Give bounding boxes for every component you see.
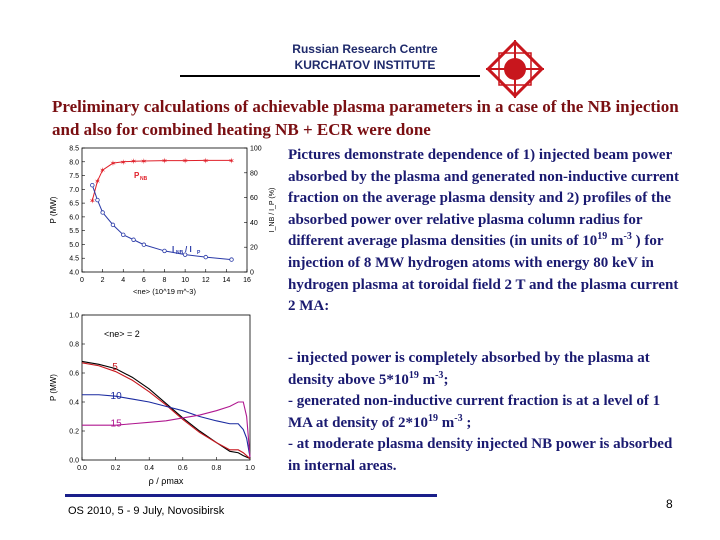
y-right-tick-label: 60 xyxy=(250,195,258,202)
footer-divider xyxy=(65,494,437,497)
y-left-axis-label: P (MW) xyxy=(49,196,58,223)
series-line-pnb xyxy=(91,159,232,201)
x-tick-label: 14 xyxy=(222,277,230,284)
legend-ratio-sub2: P xyxy=(197,250,201,256)
org-name-line2: KURCHATOV INSTITUTE xyxy=(294,58,436,72)
x-tick-label: 0 xyxy=(80,277,84,284)
profile-line-density-15 xyxy=(82,401,251,458)
data-point-pnb: ✶ xyxy=(228,156,235,165)
data-point-current-ratio xyxy=(131,237,136,242)
y-axis-label: P (MW) xyxy=(49,374,58,401)
y-left-tick-label: 5.0 xyxy=(69,242,79,249)
y-tick-label: 0.2 xyxy=(69,429,79,436)
data-point-current-ratio xyxy=(141,242,147,247)
y-left-tick-label: 6.5 xyxy=(69,201,79,208)
y-tick-label: 1.0 xyxy=(69,313,79,320)
profile-label-15: 15 xyxy=(111,419,123,430)
y-left-tick-label: 7.0 xyxy=(69,187,79,194)
x-tick-label: 1.0 xyxy=(245,465,255,472)
data-point-pnb: ✶ xyxy=(110,159,117,168)
y-tick-label: 0.8 xyxy=(69,342,79,349)
legend-ratio-sub1: NB xyxy=(176,250,184,256)
data-point-pnb: ✶ xyxy=(130,157,137,166)
footer-conference: OS 2010, 5 - 9 July, Novosibirsk xyxy=(68,505,225,517)
data-point-pnb: ✶ xyxy=(94,177,101,186)
x-tick-label: 0.8 xyxy=(212,465,222,472)
y-right-tick-label: 0 xyxy=(250,270,254,277)
series-line-current-ratio xyxy=(91,185,232,261)
data-point-pnb: ✶ xyxy=(141,157,148,166)
header-divider xyxy=(180,75,480,77)
absorbed-power-profile-chart: 0.0 0.2 0.4 0.6 0.8 1.0 0.0 0.2 0.4 0.6 0.8 1.0 ρ / … xyxy=(49,313,255,487)
bullet-internal-absorption: - at moderate plasma density injected NB… xyxy=(288,436,673,474)
y-left-tick-label: 7.5 xyxy=(69,173,79,180)
plot-frame xyxy=(81,147,248,273)
data-point-current-ratio xyxy=(110,222,116,228)
x-axis-label: <ne> (10^19 m^-3) xyxy=(133,287,196,296)
x-tick-label: 0.4 xyxy=(144,465,154,472)
kurchatov-logo xyxy=(486,40,544,98)
data-point-current-ratio xyxy=(203,254,208,260)
y-right-tick-label: 100 xyxy=(250,146,262,153)
y-tick-label: 0.6 xyxy=(69,371,79,378)
y-tick-label: 0.4 xyxy=(69,400,79,407)
data-point-current-ratio xyxy=(182,252,188,257)
y-left-tick-label: 5.5 xyxy=(69,228,79,235)
description-paragraph: Pictures demonstrate dependence of 1) in… xyxy=(288,147,679,315)
x-tick-label: 16 xyxy=(243,277,251,284)
legend-ratio: I xyxy=(172,245,174,254)
y-left-tick-label: 8.5 xyxy=(69,146,79,153)
profile-label-5: 5 xyxy=(112,362,118,373)
x-axis-label: ρ / ρmax xyxy=(149,476,184,486)
legend-pnb-subscript: NB xyxy=(140,176,148,182)
data-point-current-ratio xyxy=(100,210,105,215)
power-current-vs-density-chart: 0 2 4 6 8 10 12 14 16 4.0 4.5 5.0 5.5 6.0 6.5 7.0 7.5 8.0… xyxy=(49,146,276,297)
bullet-current-fraction: - generated non-inductive current fracti… xyxy=(288,393,661,431)
profile-line-density-2 xyxy=(81,360,251,460)
y-left-tick-label: 4.0 xyxy=(69,270,79,277)
data-point-pnb: ✶ xyxy=(120,158,127,167)
y-right-tick-label: 80 xyxy=(250,170,258,177)
profile-label-10: 10 xyxy=(111,391,123,402)
data-point-pnb: ✶ xyxy=(99,166,106,175)
profile-line-density-10 xyxy=(82,394,251,458)
page-number: 8 xyxy=(666,497,673,511)
plot-frame xyxy=(81,314,251,461)
x-tick-label: 12 xyxy=(202,277,210,284)
org-name-line1: Russian Research Centre xyxy=(292,42,438,56)
data-point-current-ratio xyxy=(90,183,95,188)
y-left-tick-label: 4.5 xyxy=(69,256,79,263)
data-point-pnb: ✶ xyxy=(202,156,209,165)
bullet-full-absorption: - injected power is completely absorbed … xyxy=(288,350,650,388)
data-point-pnb: ✶ xyxy=(182,157,189,166)
data-point-current-ratio xyxy=(121,232,126,237)
conclusion-bullets: - injected power is completely absorbed … xyxy=(288,348,683,478)
x-tick-label: 0.0 xyxy=(77,465,87,472)
legend-pnb: P xyxy=(134,171,140,180)
legend-ratio-sep: / I xyxy=(185,245,192,254)
y-right-tick-label: 40 xyxy=(250,220,258,227)
x-tick-label: 6 xyxy=(142,277,146,284)
y-tick-label: 0.0 xyxy=(69,458,79,465)
x-tick-label: 0.2 xyxy=(111,465,121,472)
x-tick-label: 8 xyxy=(163,277,167,284)
x-tick-label: 2 xyxy=(101,277,105,284)
y-left-tick-label: 8.0 xyxy=(69,159,79,166)
y-left-tick-label: 6.0 xyxy=(69,214,79,221)
density-annotation: <ne> = 2 xyxy=(104,329,140,339)
data-point-current-ratio xyxy=(229,257,234,262)
slide-title: Preliminary calculations of achievable p… xyxy=(52,97,679,139)
data-point-pnb: ✶ xyxy=(161,157,168,166)
data-point-current-ratio xyxy=(162,248,167,254)
y-right-tick-label: 20 xyxy=(250,245,258,252)
data-point-pnb: ✶ xyxy=(89,196,96,205)
x-tick-label: 4 xyxy=(121,277,125,284)
x-tick-label: 0.6 xyxy=(178,465,188,472)
y-right-axis-label: I_NB / I_P (%) xyxy=(269,188,276,233)
data-point-current-ratio xyxy=(95,197,100,203)
profile-line-density-5 xyxy=(81,362,251,459)
x-tick-label: 10 xyxy=(181,277,189,284)
